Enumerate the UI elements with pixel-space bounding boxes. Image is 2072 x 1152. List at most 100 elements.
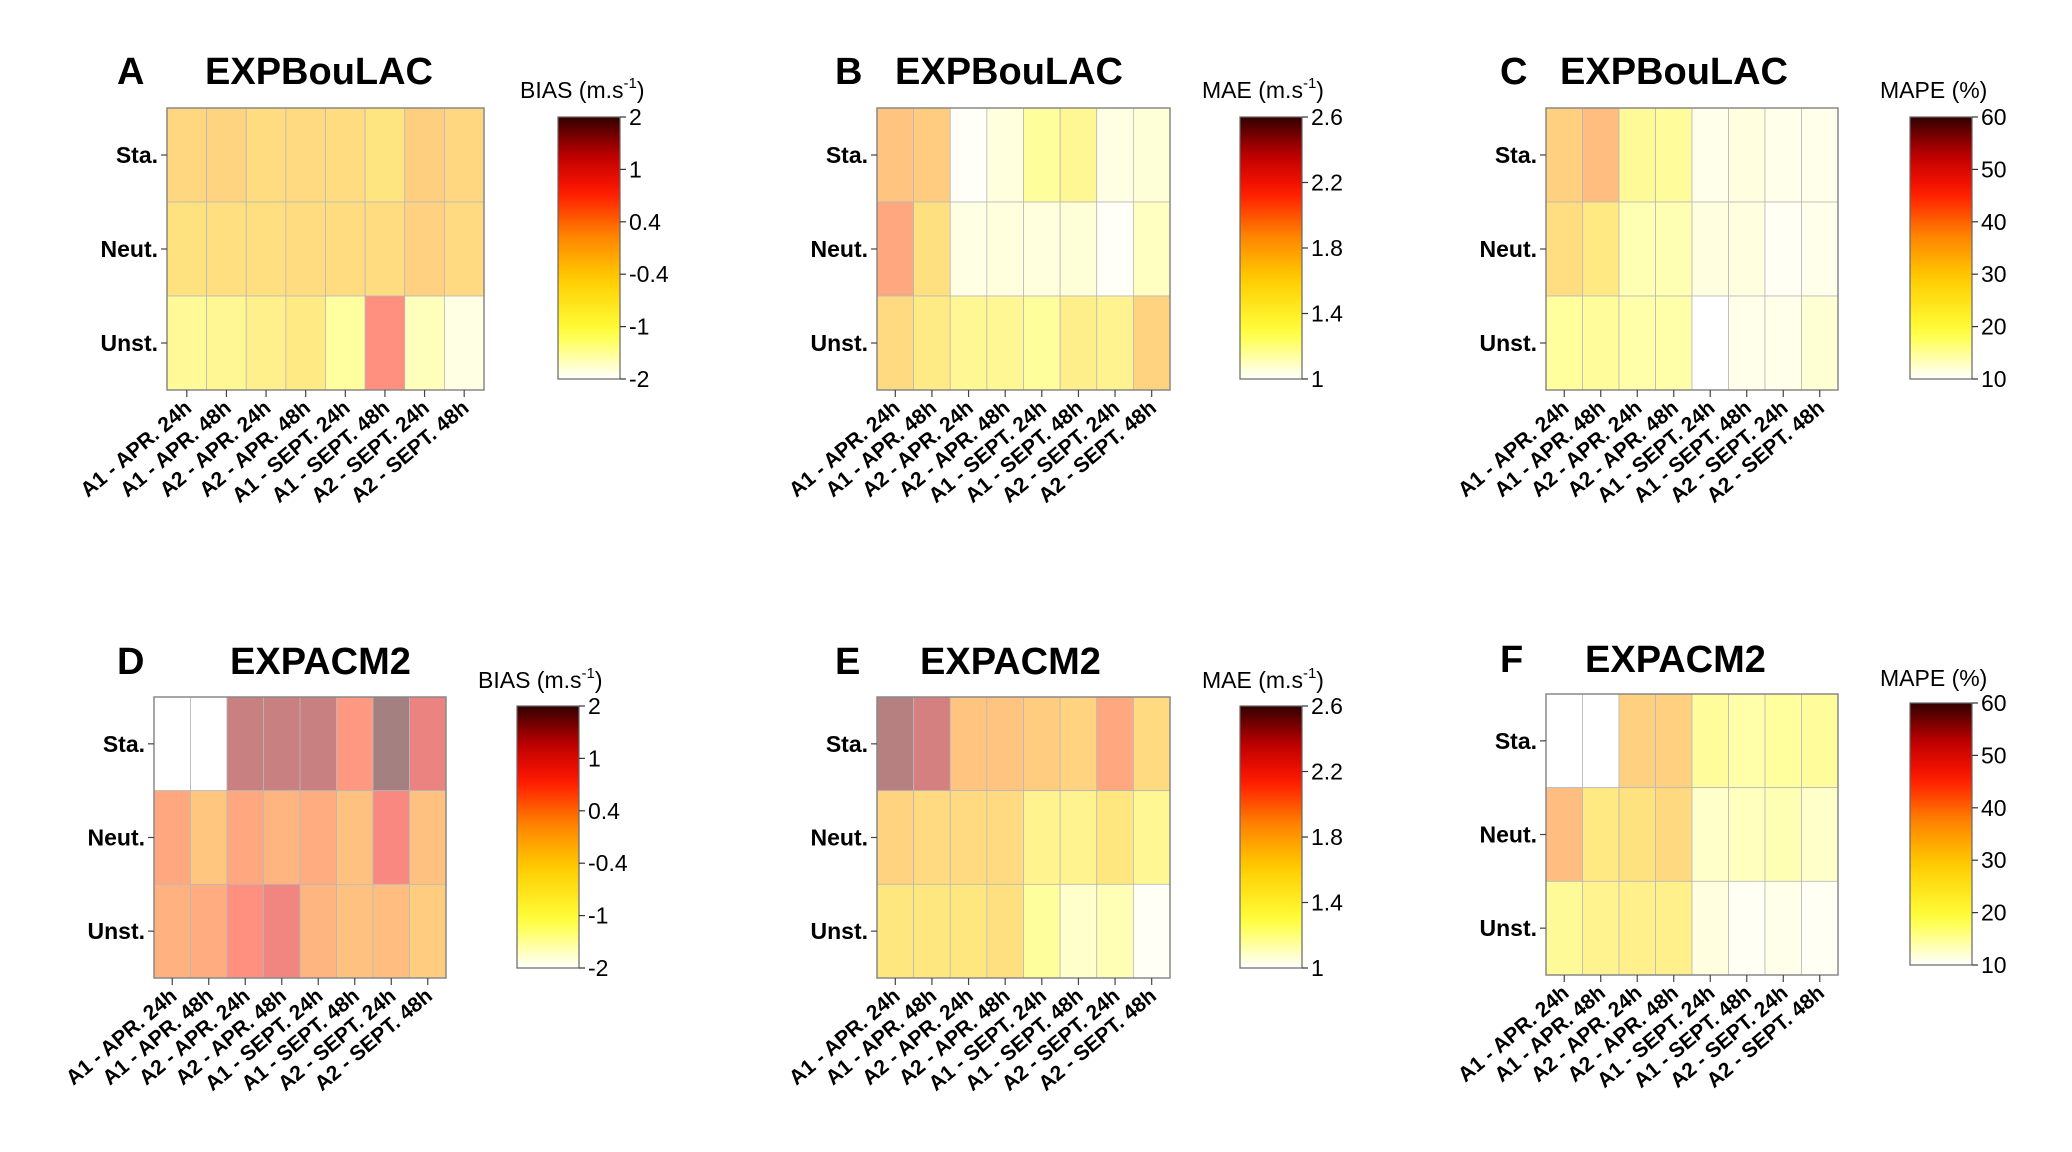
colorbar	[1239, 705, 1303, 969]
heatmap-cell	[336, 696, 374, 792]
heatmap-cell	[876, 883, 915, 979]
heatmap-cell	[876, 696, 915, 792]
heatmap-cell	[986, 790, 1024, 885]
heatmap-cell	[1582, 693, 1620, 789]
heatmap-cell	[285, 201, 326, 297]
heatmap-cell	[1728, 295, 1766, 391]
panel-letter: C	[1500, 51, 1527, 93]
heatmap-cell	[1691, 693, 1729, 789]
colorbar-tick-label: 50	[1981, 156, 2007, 182]
heatmap-cell	[443, 295, 485, 391]
colorbar-tick-label: 2.2	[1311, 170, 1343, 196]
heatmap-cell	[153, 883, 191, 979]
heatmap-cell	[1691, 201, 1729, 297]
row-label: Neut.	[1480, 236, 1538, 262]
heatmap-cell	[285, 295, 326, 391]
heatmap-cell	[404, 201, 445, 297]
heatmap-cell	[986, 295, 1024, 391]
colorbar-tick-label: 30	[1981, 261, 2007, 287]
colorbar-tick-label: 10	[1981, 366, 2007, 392]
heatmap-cell	[364, 295, 406, 391]
heatmap-cell	[1801, 107, 1839, 203]
row-label: Neut.	[1480, 822, 1538, 848]
heatmap-cell	[1655, 693, 1693, 789]
heatmap-cell	[325, 201, 366, 297]
panel-letter: B	[835, 51, 862, 93]
heatmap-cell	[409, 883, 447, 979]
row-label: Unst.	[101, 330, 159, 356]
colorbar-tick-label: 10	[1981, 952, 2007, 978]
heatmap-cell	[1023, 107, 1061, 203]
panel-letter: E	[835, 641, 860, 683]
heatmap-cell	[263, 883, 301, 979]
heatmap-cell	[336, 883, 374, 979]
heatmap-cell	[1582, 787, 1620, 882]
row-label: Sta.	[826, 142, 868, 168]
row-label: Sta.	[116, 142, 158, 168]
heatmap-cell	[166, 295, 208, 391]
row-label: Sta.	[1495, 142, 1537, 168]
heatmap-cell	[206, 201, 247, 297]
heatmap-cell	[1728, 201, 1766, 297]
heatmap-cell	[190, 883, 228, 979]
heatmap-cell	[1059, 790, 1098, 885]
heatmap-cell	[1059, 696, 1098, 792]
heatmap-cell	[325, 107, 366, 203]
colorbar-tick-label: 30	[1981, 847, 2007, 873]
heatmap-cell	[1132, 295, 1171, 391]
heatmap-cell	[325, 295, 366, 391]
heatmap-cell	[263, 790, 301, 885]
heatmap-cell	[949, 790, 988, 885]
heatmap-cell	[1059, 883, 1098, 979]
heatmap-cell	[949, 295, 988, 391]
heatmap-cell	[1728, 693, 1766, 789]
chart-title: EXPBouLAC	[895, 51, 1123, 93]
heatmap-cell	[986, 107, 1024, 203]
heatmap-cell	[263, 696, 301, 792]
heatmap-cell	[443, 107, 485, 203]
heatmap-cell	[226, 696, 264, 792]
heatmap-cell	[1728, 880, 1766, 976]
panel-letter: D	[117, 641, 144, 683]
heatmap-cell	[364, 107, 406, 203]
heatmap-cell	[1764, 107, 1802, 203]
colorbar-tick-label: 60	[1981, 690, 2007, 716]
heatmap-cell	[1096, 790, 1134, 885]
colorbar-tick-label: -2	[629, 366, 649, 392]
heatmap-cell	[1764, 201, 1802, 297]
colorbar-tick-label: 40	[1981, 795, 2007, 821]
heatmap-cell	[876, 790, 915, 885]
colorbar	[1909, 702, 1973, 966]
heatmap-cell	[299, 696, 337, 792]
row-label: Unst.	[1480, 915, 1538, 941]
heatmap-cell	[913, 790, 951, 885]
heatmap-cell	[1618, 880, 1656, 976]
heatmap-cell	[285, 107, 326, 203]
heatmap-cell	[986, 883, 1024, 979]
colorbar-tick-label: 0.4	[629, 209, 661, 235]
heatmap-cell	[949, 201, 988, 297]
heatmap-cell	[876, 201, 915, 297]
colorbar-title: BIAS (m.s-1)	[478, 665, 603, 693]
heatmap-cell	[1655, 295, 1693, 391]
colorbar-tick-label: -0.4	[629, 261, 669, 287]
heatmap-cell	[245, 201, 287, 297]
colorbar	[1239, 116, 1303, 380]
heatmap-cell	[1582, 201, 1620, 297]
colorbar-tick-label: 50	[1981, 742, 2007, 768]
colorbar-tick-label: 60	[1981, 104, 2007, 130]
colorbar-tick-label: 2	[629, 104, 642, 130]
heatmap-cell	[1059, 201, 1098, 297]
heatmap-cell	[913, 201, 951, 297]
heatmap-cell	[1655, 107, 1693, 203]
panel-letter: F	[1500, 639, 1523, 681]
colorbar-tick-label: -0.4	[588, 850, 628, 876]
colorbar-tick-label: 2.2	[1311, 759, 1343, 785]
colorbar-tick-label: 1	[1311, 955, 1324, 981]
heatmap-cell	[1655, 201, 1693, 297]
heatmap-cell	[372, 696, 410, 792]
colorbar-tick-label: 1	[629, 156, 642, 182]
